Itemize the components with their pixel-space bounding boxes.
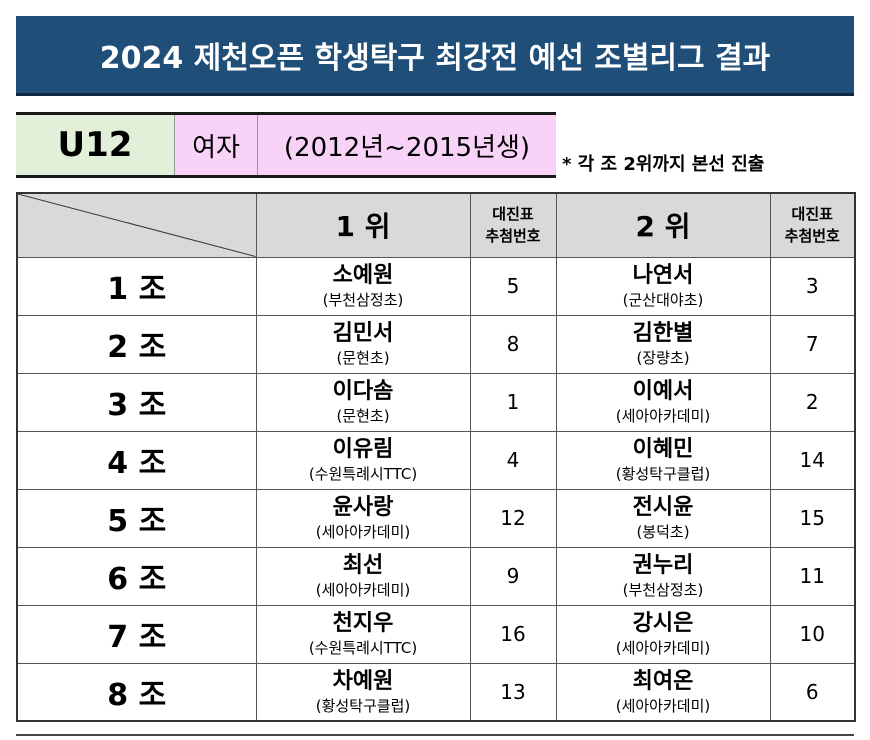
second-place-cell: 김한별 (장량초) xyxy=(555,314,771,374)
second-place-draw-number: 11 xyxy=(769,546,856,606)
first-place-cell: 이유림 (수원특례시TTC) xyxy=(255,430,471,490)
second-place-club: (세아아카데미) xyxy=(615,639,711,657)
group-row: 7 조 천지우 (수원특례시TTC) 16 강시은 (세아아카데미) 10 xyxy=(16,604,856,664)
first-place-cell: 이다솜 (문현초) xyxy=(255,372,471,432)
page-title: 2024 제천오픈 학생탁구 최강전 예선 조별리그 결과 xyxy=(16,16,854,96)
category-box: U12 여자 (2012년~2015년생) xyxy=(16,112,556,178)
diagonal-line xyxy=(18,194,256,257)
group-row: 5 조 윤사랑 (세아아카데미) 12 전시윤 (봉덕초) 15 xyxy=(16,488,856,548)
first-place-name: 차예원 xyxy=(332,668,394,694)
advancement-note: * 각 조 2위까지 본선 진출 xyxy=(562,154,765,175)
first-place-draw-number: 4 xyxy=(469,430,557,490)
first-place-cell: 소예원 (부천삼정초) xyxy=(255,256,471,316)
second-place-club: (군산대야초) xyxy=(622,291,704,309)
header-draw-line1: 대진표 xyxy=(791,205,833,224)
group-label: 3 조 xyxy=(16,372,257,432)
bottom-divider xyxy=(16,734,854,736)
second-place-name: 강시은 xyxy=(632,611,694,636)
second-place-draw-number: 2 xyxy=(769,372,856,432)
results-table: 1 위 대진표 추첨번호 2 위 대진표 추첨번호 1 조 소예원 (부천삼정초) 5… xyxy=(16,192,856,722)
header-draw-line2: 추첨번호 xyxy=(784,227,840,246)
header-first-place: 1 위 xyxy=(255,192,471,258)
second-place-cell: 전시윤 (봉덕초) xyxy=(555,488,771,548)
first-place-club: (세아아카데미) xyxy=(315,523,411,541)
first-place-draw-number: 8 xyxy=(469,314,557,374)
group-row: 2 조 김민서 (문현초) 8 김한별 (장량초) 7 xyxy=(16,314,856,374)
second-place-club: (봉덕초) xyxy=(636,523,690,541)
group-row: 3 조 이다솜 (문현초) 1 이예서 (세아아카데미) 2 xyxy=(16,372,856,432)
first-place-draw-number: 16 xyxy=(469,604,557,664)
group-label: 6 조 xyxy=(16,546,257,606)
group-row: 1 조 소예원 (부천삼정초) 5 나연서 (군산대야초) 3 xyxy=(16,256,856,316)
first-place-draw-number: 5 xyxy=(469,256,557,316)
category-gender: 여자 xyxy=(174,115,257,175)
second-place-club: (세아아카데미) xyxy=(615,407,711,425)
first-place-cell: 천지우 (수원특례시TTC) xyxy=(255,604,471,664)
group-row: 6 조 최선 (세아아카데미) 9 권누리 (부천삼정초) 11 xyxy=(16,546,856,606)
second-place-draw-number: 6 xyxy=(769,662,856,722)
second-place-draw-number: 7 xyxy=(769,314,856,374)
first-place-name: 소예원 xyxy=(332,263,394,288)
first-place-name: 이다솜 xyxy=(332,379,394,404)
header-draw-line2: 추첨번호 xyxy=(485,227,541,246)
corner-cell xyxy=(16,192,257,258)
second-place-name: 나연서 xyxy=(632,263,694,288)
header-draw-number-1: 대진표 추첨번호 xyxy=(469,192,557,258)
first-place-club: (수원특례시TTC) xyxy=(308,639,418,657)
first-place-cell: 차예원 (황성탁구클럽) xyxy=(255,662,471,722)
first-place-cell: 윤사랑 (세아아카데미) xyxy=(255,488,471,548)
first-place-club: (세아아카데미) xyxy=(315,581,411,599)
category-age: U12 xyxy=(16,115,174,175)
second-place-cell: 이예서 (세아아카데미) xyxy=(555,372,771,432)
second-place-name: 권누리 xyxy=(632,553,694,578)
first-place-name: 윤사랑 xyxy=(332,495,394,520)
first-place-cell: 최선 (세아아카데미) xyxy=(255,546,471,606)
header-draw-line1: 대진표 xyxy=(492,205,534,224)
second-place-cell: 강시은 (세아아카데미) xyxy=(555,604,771,664)
table-header-row: 1 위 대진표 추첨번호 2 위 대진표 추첨번호 xyxy=(16,192,856,258)
first-place-club: (문현초) xyxy=(336,349,390,367)
second-place-cell: 최여온 (세아아카데미) xyxy=(555,662,771,722)
group-label: 1 조 xyxy=(16,256,257,316)
first-place-club: (수원특례시TTC) xyxy=(308,465,418,483)
group-label: 8 조 xyxy=(16,662,257,722)
group-label: 5 조 xyxy=(16,488,257,548)
first-place-club: (황성탁구클럽) xyxy=(315,696,411,715)
second-place-name: 이혜민 xyxy=(632,437,694,462)
first-place-draw-number: 9 xyxy=(469,546,557,606)
category-years: (2012년~2015년생) xyxy=(257,115,556,175)
second-place-draw-number: 3 xyxy=(769,256,856,316)
group-row: 4 조 이유림 (수원특례시TTC) 4 이혜민 (황성탁구클럽) 14 xyxy=(16,430,856,490)
second-place-cell: 나연서 (군산대야초) xyxy=(555,256,771,316)
second-place-name: 전시윤 xyxy=(632,495,694,520)
header-draw-number-2: 대진표 추첨번호 xyxy=(769,192,856,258)
first-place-cell: 김민서 (문현초) xyxy=(255,314,471,374)
second-place-draw-number: 10 xyxy=(769,604,856,664)
first-place-draw-number: 12 xyxy=(469,488,557,548)
second-place-name: 이예서 xyxy=(632,379,694,404)
first-place-name: 이유림 xyxy=(332,437,394,462)
second-place-name: 최여온 xyxy=(632,668,694,694)
second-place-draw-number: 15 xyxy=(769,488,856,548)
group-label: 7 조 xyxy=(16,604,257,664)
header-second-place: 2 위 xyxy=(555,192,771,258)
second-place-cell: 권누리 (부천삼정초) xyxy=(555,546,771,606)
second-place-cell: 이혜민 (황성탁구클럽) xyxy=(555,430,771,490)
second-place-club: (장량초) xyxy=(636,349,690,367)
first-place-name: 김민서 xyxy=(332,321,394,346)
first-place-name: 천지우 xyxy=(332,611,394,636)
first-place-club: (부천삼정초) xyxy=(322,291,404,309)
first-place-club: (문현초) xyxy=(336,407,390,425)
second-place-club: (세아아카데미) xyxy=(615,696,711,715)
first-place-draw-number: 1 xyxy=(469,372,557,432)
group-row: 8 조 차예원 (황성탁구클럽) 13 최여온 (세아아카데미) 6 xyxy=(16,662,856,722)
first-place-name: 최선 xyxy=(342,553,384,578)
second-place-name: 김한별 xyxy=(632,321,694,346)
second-place-draw-number: 14 xyxy=(769,430,856,490)
second-place-club: (황성탁구클럽) xyxy=(615,465,711,483)
first-place-draw-number: 13 xyxy=(469,662,557,722)
second-place-club: (부천삼정초) xyxy=(622,581,704,599)
group-label: 2 조 xyxy=(16,314,257,374)
group-label: 4 조 xyxy=(16,430,257,490)
